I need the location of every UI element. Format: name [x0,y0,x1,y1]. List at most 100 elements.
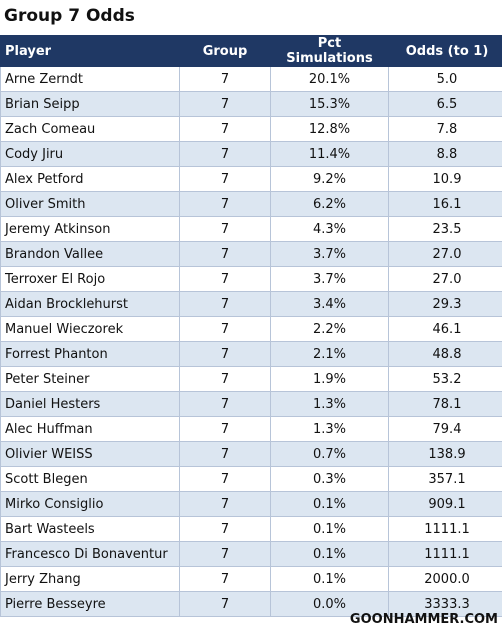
table-cell: 138.9 [388,441,502,467]
table-row: Aidan Brocklehurst 7 3.4% 29.3 [0,291,502,317]
table-row: Francesco Di Bonaventur 7 0.1% 1111.1 [0,541,502,567]
table-row: Daniel Hesters 7 1.3% 78.1 [0,391,502,417]
footer: GOONHAMMER.COM [349,612,498,627]
table-cell: Cody Jiru [0,141,180,167]
table-cell: 1.9% [270,366,389,392]
table-cell: 2000.0 [388,566,502,592]
table-cell: 909.1 [388,491,502,517]
table-body: Arne Zerndt 7 20.1% 5.0 Brian Seipp 7 15.3% 6.5… [0,66,502,617]
table-cell: 4.3% [270,216,389,242]
table-cell: 15.3% [270,91,389,117]
table-row: Forrest Phanton 7 2.1% 48.8 [0,341,502,367]
table-cell: 7 [179,466,271,492]
table-row: Jerry Zhang 7 0.1% 2000.0 [0,566,502,592]
table-cell: 1111.1 [388,541,502,567]
header-cell: Group [179,35,271,67]
table-cell: 11.4% [270,141,389,167]
table-row: Brian Seipp 7 15.3% 6.5 [0,91,502,117]
table-cell: 5.0 [388,66,502,92]
table-cell: 6.2% [270,191,389,217]
table-cell: 3.4% [270,291,389,317]
table-cell: Olivier WEISS [0,441,180,467]
table-cell: Manuel Wieczorek [0,316,180,342]
table-cell: Pierre Besseyre [0,591,180,617]
table-row: Zach Comeau 7 12.8% 7.8 [0,116,502,142]
table-cell: 7 [179,391,271,417]
table-row: Alex Petford 7 9.2% 10.9 [0,166,502,192]
table-cell: 3333.3 [388,591,502,617]
table-cell: 1111.1 [388,516,502,542]
table-cell: 3.7% [270,241,389,267]
table-row: Olivier WEISS 7 0.7% 138.9 [0,441,502,467]
table-row: Arne Zerndt 7 20.1% 5.0 [0,66,502,92]
table-cell: Jeremy Atkinson [0,216,180,242]
table-cell: Aidan Brocklehurst [0,291,180,317]
header-cell: Odds (to 1) [388,35,502,67]
table-cell: Alex Petford [0,166,180,192]
table-cell: 7 [179,316,271,342]
table-cell: 2.1% [270,341,389,367]
table-row: Jeremy Atkinson 7 4.3% 23.5 [0,216,502,242]
header-cell: Player [0,35,180,67]
table-row: Peter Steiner 7 1.9% 53.2 [0,366,502,392]
table-cell: 7 [179,91,271,117]
table-row: Bart Wasteels 7 0.1% 1111.1 [0,516,502,542]
table-cell: 357.1 [388,466,502,492]
table-row: Terroxer El Rojo 7 3.7% 27.0 [0,266,502,292]
table-cell: 2.2% [270,316,389,342]
table-cell: 7 [179,366,271,392]
table-cell: 1.3% [270,391,389,417]
table-cell: 0.1% [270,566,389,592]
table-cell: 16.1 [388,191,502,217]
table-cell: Alec Huffman [0,416,180,442]
table-cell: 0.0% [270,591,389,617]
table-cell: Arne Zerndt [0,66,180,92]
table-cell: 0.7% [270,441,389,467]
table-cell: Brandon Vallee [0,241,180,267]
header-cell: Pct Simulations [270,35,389,67]
table-cell: 7 [179,441,271,467]
table-cell: Oliver Smith [0,191,180,217]
table-cell: 7 [179,266,271,292]
table-cell: Scott Blegen [0,466,180,492]
table-cell: 7 [179,216,271,242]
table-cell: Brian Seipp [0,91,180,117]
table-cell: 10.9 [388,166,502,192]
table-cell: 48.8 [388,341,502,367]
table-cell: 27.0 [388,241,502,267]
table-cell: 9.2% [270,166,389,192]
table-cell: 23.5 [388,216,502,242]
table-cell: 7 [179,141,271,167]
table-cell: 0.1% [270,516,389,542]
table-cell: 27.0 [388,266,502,292]
table-cell: 0.1% [270,491,389,517]
table-cell: 8.8 [388,141,502,167]
odds-table: Player Group Pct Simulations Odds (to 1) Ar… [0,35,502,617]
table-cell: 7 [179,516,271,542]
table-cell: 7 [179,116,271,142]
table-cell: Zach Comeau [0,116,180,142]
table-cell: 20.1% [270,66,389,92]
table-cell: 7 [179,66,271,92]
table-cell: Daniel Hesters [0,391,180,417]
table-cell: 6.5 [388,91,502,117]
table-row: Cody Jiru 7 11.4% 8.8 [0,141,502,167]
table-cell: 7 [179,341,271,367]
table-cell: 7 [179,191,271,217]
table-cell: Jerry Zhang [0,566,180,592]
table-cell: 29.3 [388,291,502,317]
table-cell: Terroxer El Rojo [0,266,180,292]
table-cell: Bart Wasteels [0,516,180,542]
table-cell: 7 [179,591,271,617]
table-cell: 1.3% [270,416,389,442]
table-cell: 46.1 [388,316,502,342]
table-row: Manuel Wieczorek 7 2.2% 46.1 [0,316,502,342]
table-cell: Peter Steiner [0,366,180,392]
table-cell: 7 [179,491,271,517]
table-cell: 0.1% [270,541,389,567]
table-cell: 53.2 [388,366,502,392]
table-cell: 79.4 [388,416,502,442]
table-cell: 7 [179,541,271,567]
table-row: Brandon Vallee 7 3.7% 27.0 [0,241,502,267]
